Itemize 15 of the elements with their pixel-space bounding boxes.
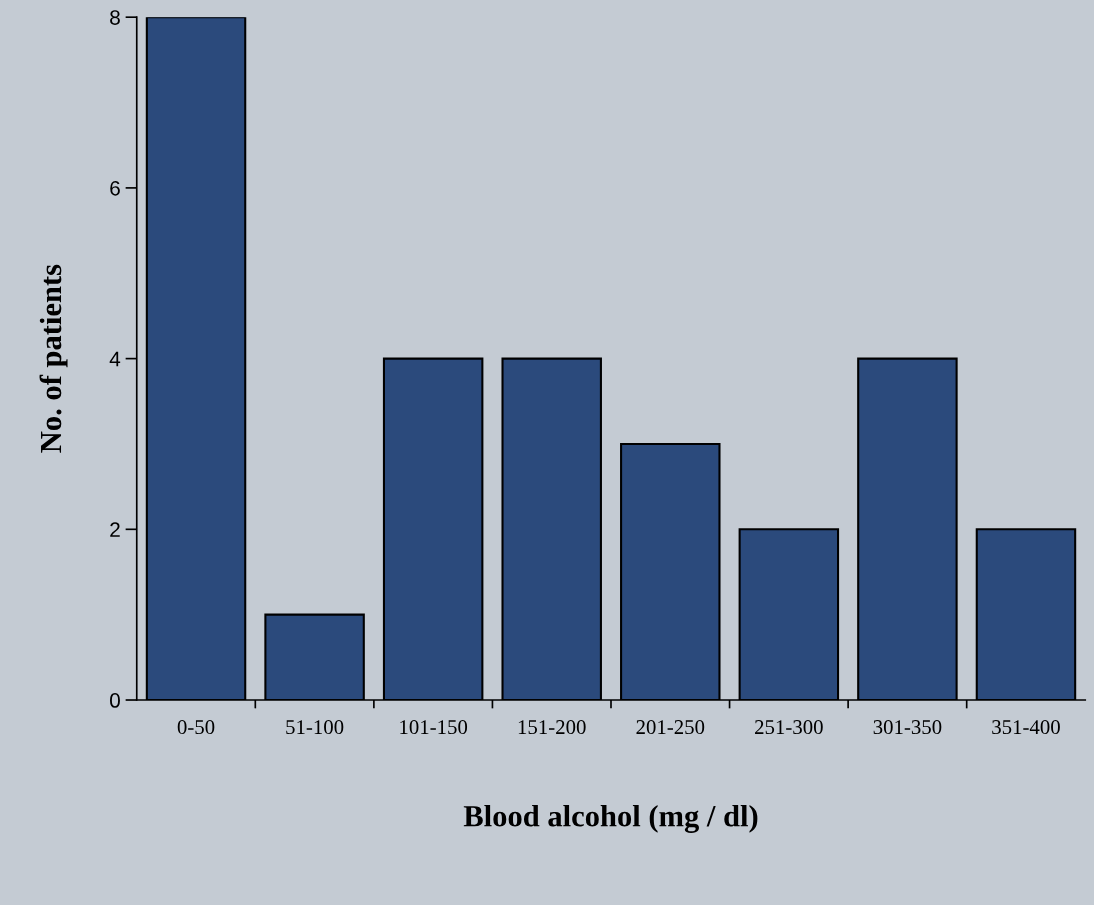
y-tick-label: 6 xyxy=(110,180,120,196)
x-tick-label: 51-100 xyxy=(286,720,344,735)
y-tick-label: 8 xyxy=(110,10,120,25)
x-tick-label: 301-350 xyxy=(873,720,942,735)
x-tick-label: 151-200 xyxy=(518,720,586,735)
y-axis-title: No. of patients xyxy=(39,264,68,453)
x-tick-label: 0-50 xyxy=(177,720,215,735)
x-tick-label: 201-250 xyxy=(636,720,705,735)
x-tick-label: 251-300 xyxy=(755,720,823,735)
x-tick-label: 351-400 xyxy=(992,720,1060,735)
x-tick-label: 101-150 xyxy=(400,720,468,735)
y-tick-label: 4 xyxy=(109,351,121,367)
y-tick-label: 2 xyxy=(110,522,120,537)
y-tick-label: 0 xyxy=(110,693,120,708)
x-axis-title: Blood alcohol (mg / dl) xyxy=(463,805,758,833)
